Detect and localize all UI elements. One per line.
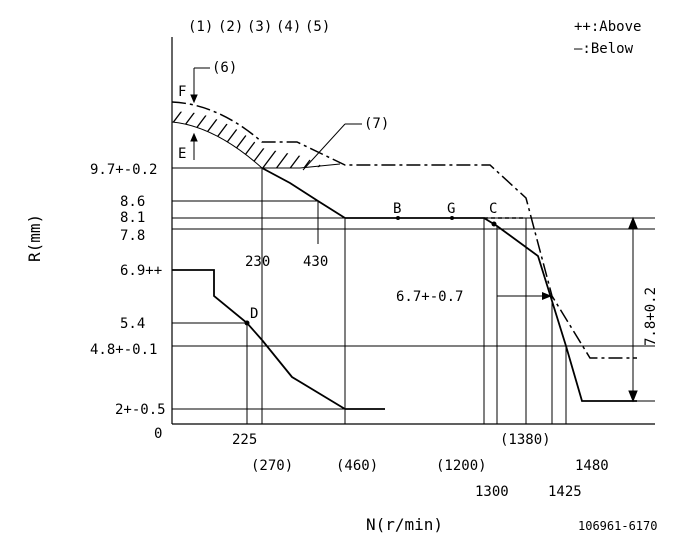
x-label-1480: 1480: [575, 458, 609, 474]
x-label-1200: (1200): [436, 458, 487, 474]
x-axis-title: N(r/min): [366, 515, 443, 534]
header-label-4: (4): [276, 19, 301, 35]
y-label-8-1: 8.1: [120, 210, 145, 226]
point-B-label: B: [393, 201, 401, 217]
callout-E: E: [178, 146, 186, 162]
annotation-7-8: 7.8+0.2: [643, 287, 659, 346]
origin-label: 0: [154, 426, 162, 442]
vertical-reference-lines: [246, 168, 567, 424]
header-label-2: (2): [218, 19, 243, 35]
callout-6: (6): [212, 60, 237, 76]
legend-below: —:Below: [574, 41, 634, 57]
header-label-5: (5): [305, 19, 330, 35]
x-label-230: 230: [245, 254, 270, 270]
right-dimension: [600, 216, 655, 403]
callout-F: F: [178, 84, 186, 100]
x-label-1300: 1300: [475, 484, 509, 500]
y-label-7-8: 7.8: [120, 228, 145, 244]
callout-7-leader: [302, 123, 362, 171]
fe-markers: [190, 67, 210, 160]
y-label-6-9: 6.9++: [120, 263, 162, 279]
callout-7: (7): [364, 116, 389, 132]
x-label-1425: 1425: [548, 484, 582, 500]
x-label-430: 430: [303, 254, 328, 270]
point-D-label: D: [250, 306, 258, 322]
x-label-225: 225: [232, 432, 257, 448]
annotation-6-7: 6.7+-0.7: [396, 289, 463, 305]
y-label-5-4: 5.4: [120, 316, 145, 332]
arrow-6-7: [542, 292, 552, 300]
header-label-3: (3): [247, 19, 272, 35]
y-label-9-7: 9.7+-0.2: [90, 162, 157, 178]
point-C-marker: [491, 221, 497, 227]
lower-solid-curve: [172, 269, 385, 410]
x-label-1380: (1380): [500, 432, 551, 448]
upper-dashdot-curve: [171, 101, 637, 359]
point-D-marker: [244, 320, 250, 326]
hatch-boundary-upper: [171, 121, 341, 169]
upper-solid-curve: [261, 167, 637, 402]
point-G-label: G: [447, 201, 455, 217]
y-axis-title: R(mm): [25, 214, 44, 262]
legend-above: ++:Above: [574, 19, 641, 35]
part-number: 106961-6170: [578, 519, 657, 533]
x-label-270: (270): [251, 458, 293, 474]
y-label-2: 2+-0.5: [115, 402, 166, 418]
header-label-1: (1): [188, 19, 213, 35]
point-G-marker: [450, 216, 454, 220]
y-label-8-6: 8.6: [120, 194, 145, 210]
point-C-label: C: [489, 201, 497, 217]
x-label-460: (460): [336, 458, 378, 474]
point-B-marker: [396, 216, 400, 220]
y-label-4-8: 4.8+-0.1: [90, 342, 157, 358]
